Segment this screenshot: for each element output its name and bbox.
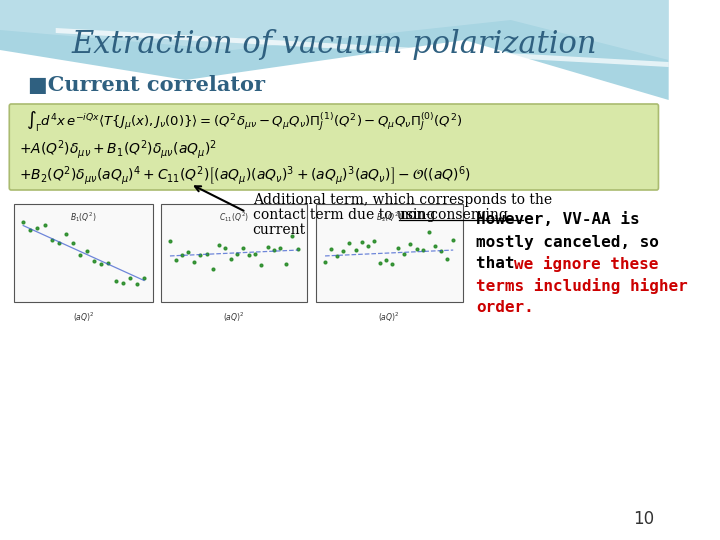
Point xyxy=(268,246,279,254)
Point xyxy=(201,250,212,259)
Text: terms including higher: terms including higher xyxy=(477,278,688,294)
Point xyxy=(182,247,194,256)
Point xyxy=(368,237,379,245)
Text: Additional term, which corresponds to the: Additional term, which corresponds to th… xyxy=(253,193,552,207)
Point xyxy=(429,241,441,250)
Point xyxy=(17,218,29,226)
Point xyxy=(250,250,261,259)
Point xyxy=(262,242,274,251)
Text: $B_1(Q^2)$: $B_1(Q^2)$ xyxy=(71,210,97,224)
Point xyxy=(319,258,330,267)
Text: ■Current correlator: ■Current correlator xyxy=(28,75,265,95)
Point xyxy=(207,265,218,274)
Point xyxy=(356,238,367,247)
Point xyxy=(124,274,135,282)
Point xyxy=(67,239,78,247)
Point xyxy=(213,240,225,249)
Text: $+B_2(Q^2)\delta_{\mu\nu}(aQ_{\mu})^4 + C_{11}(Q^2)\left[(aQ_{\mu})(aQ_{\nu})^3+: $+B_2(Q^2)\delta_{\mu\nu}(aQ_{\mu})^4 + … xyxy=(19,165,471,187)
Point xyxy=(74,250,86,259)
Point xyxy=(138,274,150,282)
Text: $(aQ)^2$: $(aQ)^2$ xyxy=(223,311,245,325)
Point xyxy=(131,280,143,288)
Polygon shape xyxy=(0,0,669,60)
Point xyxy=(46,236,58,245)
Point xyxy=(238,244,249,252)
FancyBboxPatch shape xyxy=(9,104,659,190)
Text: $(aQ)^2$: $(aQ)^2$ xyxy=(378,311,400,325)
Point xyxy=(287,232,298,240)
Polygon shape xyxy=(55,28,669,67)
Point xyxy=(447,235,459,244)
Text: Extraction of vacuum polarization: Extraction of vacuum polarization xyxy=(71,30,597,60)
Point xyxy=(171,255,182,264)
Text: non-conserving: non-conserving xyxy=(400,208,508,222)
Point xyxy=(219,244,230,252)
Text: we ignore these: we ignore these xyxy=(513,256,658,272)
Point xyxy=(343,239,355,247)
Point xyxy=(96,260,107,268)
Point xyxy=(325,245,337,253)
Point xyxy=(109,276,121,285)
Point xyxy=(256,260,267,269)
Text: that: that xyxy=(477,256,525,272)
Point xyxy=(411,245,423,253)
Point xyxy=(117,278,128,287)
Point xyxy=(194,250,206,259)
Point xyxy=(189,258,200,266)
Text: $(aQ)^2$: $(aQ)^2$ xyxy=(73,311,94,325)
Text: current: current xyxy=(253,223,306,237)
Point xyxy=(280,260,292,268)
Point xyxy=(292,245,304,253)
Point xyxy=(405,240,416,248)
Point xyxy=(436,247,447,255)
Point xyxy=(338,247,349,255)
Point xyxy=(164,237,176,245)
Text: However, VV-AA is: However, VV-AA is xyxy=(477,213,640,227)
Bar xyxy=(316,204,462,302)
Point xyxy=(103,258,114,267)
Point xyxy=(24,225,36,234)
Point xyxy=(399,250,410,259)
Point xyxy=(231,250,243,259)
Point xyxy=(441,255,453,264)
Bar xyxy=(161,204,307,302)
Point xyxy=(81,247,93,255)
Point xyxy=(374,258,386,267)
Text: $C_{11}(Q^2)$: $C_{11}(Q^2)$ xyxy=(219,210,249,224)
Point xyxy=(274,244,286,253)
Point xyxy=(331,252,343,260)
Point xyxy=(392,244,404,252)
Point xyxy=(362,242,374,251)
Point xyxy=(417,246,428,255)
Point xyxy=(32,223,43,232)
Point xyxy=(243,250,255,259)
Point xyxy=(350,246,361,254)
Point xyxy=(423,228,435,237)
Text: order.: order. xyxy=(477,300,534,315)
Point xyxy=(225,254,237,263)
Text: $+A(Q^2)\delta_{\mu\nu} + B_1(Q^2)\delta_{\mu\nu}(aQ_{\mu})^2$: $+A(Q^2)\delta_{\mu\nu} + B_1(Q^2)\delta… xyxy=(19,139,217,161)
Text: $B_2(Q^2)$: $B_2(Q^2)$ xyxy=(376,210,402,224)
Point xyxy=(176,251,188,259)
Text: 10: 10 xyxy=(634,510,654,528)
Point xyxy=(380,256,392,265)
Polygon shape xyxy=(0,0,669,100)
Point xyxy=(387,260,398,268)
Point xyxy=(60,230,71,239)
Text: contact term due to using: contact term due to using xyxy=(253,208,439,222)
Point xyxy=(39,220,50,229)
Text: $\int_{\Gamma} d^4x\, e^{-iQx}\langle T\{J_{\mu}(x), J_{\nu}(0)\}\rangle = (Q^2\: $\int_{\Gamma} d^4x\, e^{-iQx}\langle T\… xyxy=(26,110,462,134)
Point xyxy=(53,239,65,248)
Text: mostly canceled, so: mostly canceled, so xyxy=(477,234,660,249)
Point xyxy=(89,256,100,265)
Bar xyxy=(14,204,153,302)
